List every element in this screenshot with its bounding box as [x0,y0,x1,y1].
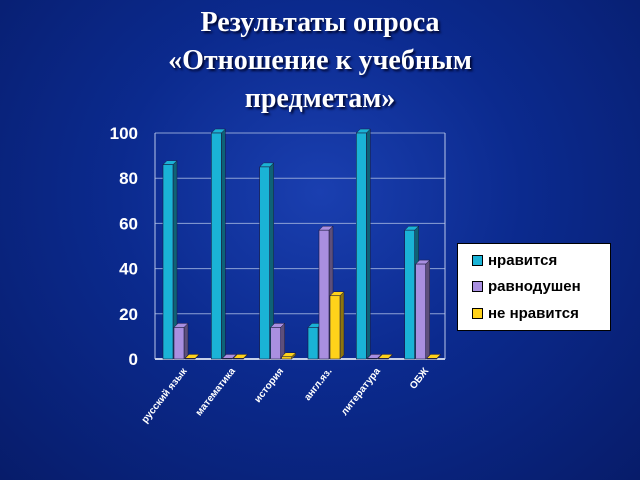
bar [222,358,233,360]
y-tick-label: 0 [129,350,138,369]
y-tick-label: 40 [119,260,138,279]
bar-side [366,128,371,360]
x-tick-label: история [252,366,286,405]
legend-item-indifferent: равнодушен [472,278,581,296]
legend-label-indifferent: равнодушен [488,278,581,295]
bar [367,358,378,360]
x-tick-label: математика [194,366,238,419]
y-tick-label: 100 [110,124,138,143]
chart-legend: нравится равнодушен не нравится [457,243,611,331]
x-tick-label: ОБЖ [408,365,432,391]
legend-swatch-likes [472,254,483,266]
title-line-2: «Отношение к учебным [168,45,472,76]
bar [426,358,437,360]
chart-title: Результаты опроса «Отношение к учебным п… [0,4,640,118]
legend-swatch-indifferent [472,280,483,292]
x-tick-label: литература [339,366,383,418]
bar [415,263,426,360]
bar [211,132,222,360]
bar [329,295,341,360]
bar-side [425,259,430,360]
bar-side [183,322,189,360]
title-line-1: Результаты опроса [200,7,440,38]
bar [184,358,196,360]
y-tick-label: 60 [119,214,138,233]
bar-side [280,322,285,360]
bar [270,327,281,360]
bar [162,164,174,360]
legend-item-dislikes: не нравится [472,305,579,323]
bar [307,327,319,360]
bar-side [221,128,226,360]
x-tick-label: русский язык [140,365,190,425]
x-tick-label: англ.яз. [302,366,334,403]
bar [404,229,415,360]
legend-label-likes: нравится [488,252,558,269]
legend-label-dislikes: не нравится [488,305,579,322]
bar [233,358,244,360]
bar [318,229,330,360]
y-tick-label: 80 [119,169,138,188]
title-line-3: предметам» [244,83,396,114]
bar [356,132,367,360]
bar [281,356,292,360]
bar [259,166,270,360]
y-tick-label: 20 [119,305,138,324]
bar-side [339,291,345,360]
bar [173,327,185,360]
bar [378,358,389,360]
legend-item-likes: нравится [472,252,557,270]
legend-swatch-dislikes [472,307,483,319]
